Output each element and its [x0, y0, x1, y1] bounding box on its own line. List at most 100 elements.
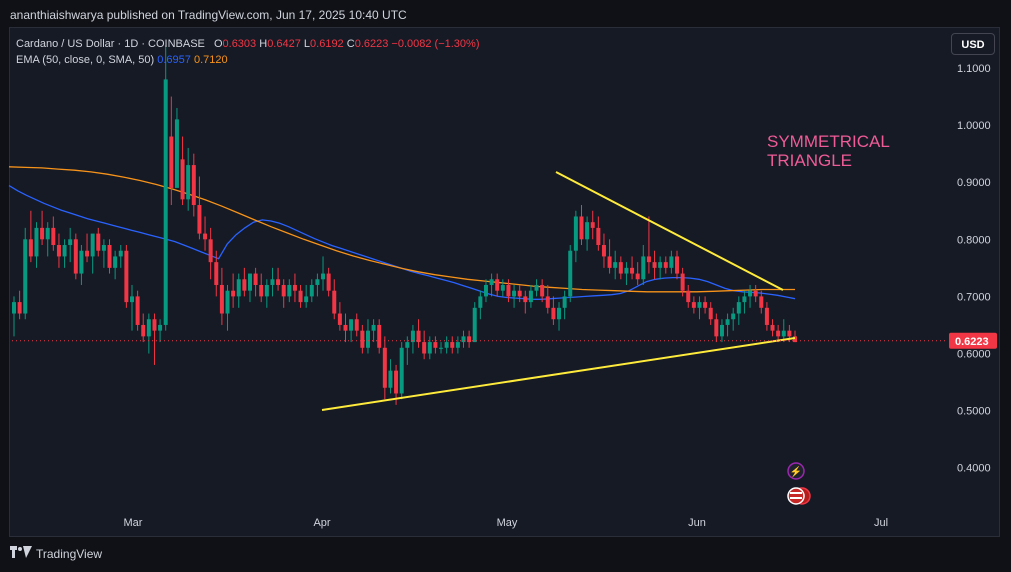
- candle-body: [652, 262, 657, 268]
- candle-body: [17, 302, 22, 314]
- y-tick-label: 0.5000: [957, 406, 991, 418]
- candles-layer: [12, 45, 797, 405]
- candle-body: [585, 222, 590, 240]
- candle-body: [528, 290, 533, 303]
- symbol-name[interactable]: Cardano / US Dollar · 1D · COINBASE: [16, 38, 205, 50]
- brand-name[interactable]: TradingView: [36, 546, 103, 561]
- candle-body: [669, 256, 674, 268]
- candle-body: [658, 262, 663, 268]
- candle-body: [613, 262, 618, 268]
- candle-body: [388, 370, 393, 388]
- x-tick-label: Jul: [874, 517, 888, 529]
- low-label: L: [303, 38, 311, 50]
- candle-body: [158, 324, 163, 331]
- candle-body: [500, 284, 505, 291]
- candle-body: [236, 279, 241, 297]
- currency-button[interactable]: USD: [951, 33, 995, 55]
- resistance-trendline: [555, 171, 784, 291]
- footer: TradingView: [10, 546, 102, 561]
- candle-body: [725, 319, 730, 325]
- candle-body: [607, 256, 612, 268]
- candle-body: [45, 227, 50, 240]
- candle-body: [410, 330, 415, 343]
- candle-body: [118, 250, 123, 257]
- candle-body: [146, 319, 151, 337]
- ema-value-slow: 0.7120: [193, 54, 228, 66]
- candle-body: [349, 319, 354, 331]
- candle-body: [394, 370, 399, 394]
- candle-body: [579, 216, 584, 240]
- candle-body: [382, 347, 387, 388]
- tradingview-logo-icon[interactable]: [10, 546, 32, 561]
- candle-body: [719, 324, 724, 337]
- candle-body: [208, 239, 213, 263]
- candle-body: [472, 307, 477, 343]
- candle-body: [405, 342, 410, 348]
- candle-body: [433, 342, 438, 348]
- ema-label[interactable]: EMA (50, close, 0, SMA, 50): [16, 54, 155, 66]
- legend-ohlc-row: Cardano / US Dollar · 1D · COINBASE O0.6…: [16, 36, 480, 52]
- flag-stripe-icon: [790, 497, 802, 499]
- candle-body: [551, 307, 556, 320]
- candle-body: [135, 296, 140, 325]
- chart-legend: Cardano / US Dollar · 1D · COINBASE O0.6…: [16, 36, 480, 68]
- high-value: 0.6427: [267, 38, 301, 50]
- candle-body: [332, 290, 337, 314]
- candle-body: [663, 262, 668, 268]
- candle-body: [219, 284, 224, 314]
- close-label: C: [346, 38, 355, 50]
- candle-body: [101, 245, 106, 251]
- chart-panel[interactable]: [9, 27, 1000, 537]
- candle-body: [781, 330, 786, 337]
- candle-body: [96, 233, 101, 251]
- candle-body: [624, 267, 629, 274]
- candle-body: [152, 319, 157, 331]
- candle-body: [483, 284, 488, 297]
- candle-body: [354, 319, 359, 331]
- candle-body: [163, 79, 168, 325]
- axis-layer: 1.1000 1.0000 0.9000 0.8000 0.7000 0.6000 0.50…: [124, 63, 997, 529]
- y-tick-label: 0.8000: [957, 234, 991, 246]
- candle-body: [225, 290, 230, 314]
- candle-body: [793, 336, 797, 343]
- candle-body: [534, 284, 539, 291]
- candle-body: [365, 330, 370, 348]
- candle-body: [371, 324, 376, 331]
- candle-body: [197, 205, 202, 234]
- candle-body: [686, 290, 691, 303]
- overlay-layer: ⚡: [12, 171, 945, 505]
- low-value: 0.6192: [310, 38, 344, 50]
- high-label: H: [259, 38, 268, 50]
- candle-body: [242, 279, 247, 291]
- lightning-glyph: ⚡: [790, 465, 802, 478]
- candle-body: [191, 165, 196, 206]
- candle-body: [630, 267, 635, 274]
- candle-body: [337, 313, 342, 325]
- x-tick-label: Apr: [313, 517, 330, 529]
- candle-body: [247, 273, 252, 291]
- candle-body: [748, 290, 753, 297]
- candle-body: [68, 239, 73, 246]
- candle-body: [764, 307, 769, 325]
- y-tick-label: 1.0000: [957, 120, 991, 132]
- published-info: ananthiaishwarya published on TradingVie…: [10, 8, 407, 22]
- candle-body: [113, 256, 118, 268]
- candle-body: [439, 347, 444, 349]
- candle-body: [731, 313, 736, 320]
- candle-body: [304, 296, 309, 303]
- candle-body: [517, 290, 522, 297]
- candle-body: [169, 136, 174, 188]
- last-price-tag: [949, 332, 997, 349]
- y-tick-label: 0.7000: [957, 291, 991, 303]
- candle-body: [770, 324, 775, 331]
- candle-body: [186, 165, 191, 200]
- candle-body: [523, 296, 528, 303]
- candle-body: [174, 119, 179, 188]
- candle-body: [129, 296, 134, 303]
- candle-body: [276, 279, 281, 285]
- x-tick-label: May: [497, 517, 518, 529]
- candle-body: [714, 319, 719, 337]
- candle-body: [697, 302, 702, 308]
- candle-body: [270, 279, 275, 285]
